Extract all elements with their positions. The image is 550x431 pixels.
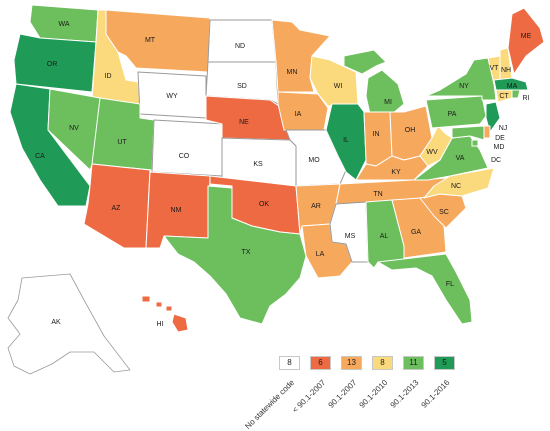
state-ny[interactable] [425, 57, 497, 101]
label-ok: OK [259, 201, 269, 208]
label-ms: MS [345, 233, 356, 240]
state-wv[interactable] [419, 125, 453, 167]
label-al: AL [380, 233, 389, 240]
label-tn: TN [373, 191, 382, 198]
label-tx: TX [242, 249, 251, 256]
state-me[interactable] [507, 7, 545, 75]
label-nh: NH [501, 67, 511, 74]
legend-swatch-2013: 11 [403, 356, 424, 370]
label-vt: VT [490, 65, 500, 72]
label-oh: OH [405, 127, 416, 134]
state-nc[interactable] [423, 167, 495, 199]
label-wa: WA [58, 21, 69, 28]
state-nj[interactable] [485, 101, 501, 133]
state-ak[interactable] [7, 273, 131, 375]
state-nd[interactable] [207, 19, 277, 63]
label-ca: CA [35, 153, 45, 160]
state-sd[interactable] [205, 61, 279, 105]
label-pa: PA [448, 111, 457, 118]
label-ne: NE [239, 119, 249, 126]
label-nd: ND [235, 43, 245, 50]
label-ky: KY [391, 169, 401, 176]
legend-swatch-2010: 8 [372, 356, 393, 370]
label-me: ME [521, 33, 532, 40]
label-ak: AK [51, 319, 61, 326]
label-fl: FL [446, 281, 454, 288]
label-ct: CT [499, 93, 509, 100]
label-wi: WI [334, 83, 343, 90]
label-ut: UT [117, 139, 127, 146]
label-wv: WV [426, 149, 438, 156]
legend-swatch-2016: 5 [434, 356, 455, 370]
state-de[interactable] [483, 125, 491, 139]
legend-swatch-2007: 13 [341, 356, 362, 370]
label-sd: SD [237, 83, 247, 90]
state-tx[interactable] [163, 185, 307, 325]
label-md: MD [494, 144, 505, 151]
label-id: ID [105, 73, 112, 80]
label-ar: AR [311, 203, 321, 210]
label-ma: MA [507, 83, 518, 90]
label-ri: RI [523, 95, 530, 102]
label-or: OR [47, 61, 58, 68]
label-in: IN [373, 131, 380, 138]
label-sc: SC [439, 209, 449, 216]
label-hi: HI [157, 321, 164, 328]
state-co[interactable] [151, 119, 225, 177]
state-hi[interactable] [141, 295, 189, 333]
state-dc[interactable] [471, 139, 479, 147]
label-ny: NY [459, 83, 469, 90]
label-de: DE [495, 135, 505, 142]
label-mi: MI [384, 99, 392, 106]
label-ks: KS [253, 161, 263, 168]
state-md[interactable] [451, 125, 485, 141]
state-fl[interactable] [377, 253, 473, 325]
label-mn: MN [287, 69, 298, 76]
state-ky[interactable] [355, 155, 429, 181]
state-mt[interactable] [105, 9, 211, 73]
label-nv: NV [69, 125, 79, 132]
label-mo: MO [308, 157, 320, 164]
label-nc: NC [451, 183, 461, 190]
label-ga: GA [411, 229, 421, 236]
label-il: IL [343, 137, 349, 144]
label-ia: IA [295, 111, 302, 118]
label-wy: WY [166, 93, 178, 100]
state-pa[interactable] [425, 95, 487, 129]
label-mt: MT [145, 37, 156, 44]
label-dc: DC [491, 157, 501, 164]
legend-swatch-none: 8 [279, 356, 300, 370]
label-az: AZ [112, 205, 122, 212]
state-ma[interactable] [493, 77, 529, 91]
state-in[interactable] [363, 111, 393, 167]
label-nj: NJ [499, 125, 508, 132]
label-la: LA [316, 251, 325, 258]
legend-swatch-lt2007: 6 [310, 356, 331, 370]
state-or[interactable] [13, 33, 97, 93]
label-nm: NM [171, 207, 182, 214]
label-va: VA [456, 155, 465, 162]
state-ri[interactable] [511, 89, 521, 99]
state-mi[interactable] [343, 49, 405, 115]
label-co: CO [179, 153, 190, 160]
